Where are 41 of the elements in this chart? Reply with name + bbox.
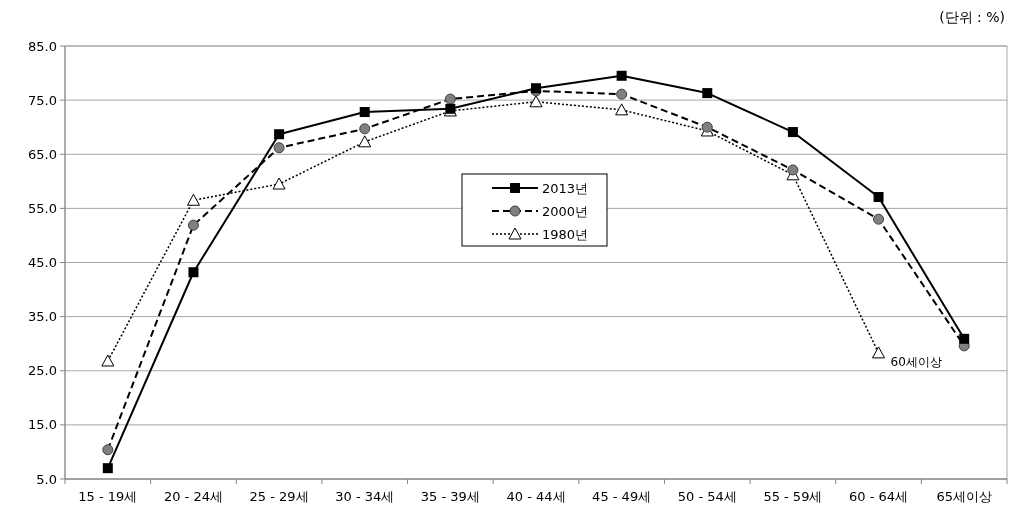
point xyxy=(188,267,199,278)
legend-label: 2013년 xyxy=(542,180,589,196)
x-tick-label: 65세이상 xyxy=(936,489,992,504)
x-tick-label: 50 - 54세 xyxy=(677,489,737,504)
y-tick-label: 35.0 xyxy=(28,309,57,325)
x-tick-label: 55 - 59세 xyxy=(763,489,823,504)
point xyxy=(272,177,286,190)
text: (단위 : %) xyxy=(939,9,1005,25)
point xyxy=(274,129,285,140)
y-tick-label: 45.0 xyxy=(28,255,57,271)
x-tick-label: 25 - 29세 xyxy=(249,489,309,504)
y-tick-label: 15.0 xyxy=(28,417,57,433)
x-tick-label: 20 - 24세 xyxy=(163,489,223,504)
y-tick-label: 75.0 xyxy=(28,92,57,108)
point xyxy=(359,107,370,118)
x-tick-label: 30 - 34세 xyxy=(335,489,395,504)
point xyxy=(358,135,372,148)
point xyxy=(787,127,798,138)
point xyxy=(615,103,629,116)
point xyxy=(529,95,543,108)
x-tick-label: 60 - 64세 xyxy=(849,489,909,504)
x-tick-label: 45 - 49세 xyxy=(592,489,652,504)
point xyxy=(101,354,115,367)
point xyxy=(186,193,200,206)
annotation: 60세이상 xyxy=(890,354,942,369)
x-tick-label: 15 - 19세 xyxy=(78,489,138,504)
y-tick-label: 5.0 xyxy=(36,471,57,487)
y-tick-label: 25.0 xyxy=(28,363,57,379)
point xyxy=(959,333,970,344)
x-tick-label: 40 - 44세 xyxy=(506,489,566,504)
point xyxy=(102,463,113,474)
y-tick-label: 85.0 xyxy=(28,38,57,54)
point xyxy=(873,192,884,203)
point xyxy=(872,346,886,359)
point xyxy=(616,70,627,81)
x-tick-label: 35 - 39세 xyxy=(420,489,480,504)
y-tick-label: 65.0 xyxy=(28,146,57,162)
legend-label: 1980년 xyxy=(542,226,589,242)
legend-label: 2000년 xyxy=(542,203,589,219)
point xyxy=(702,88,713,99)
y-tick-label: 55.0 xyxy=(28,200,57,216)
